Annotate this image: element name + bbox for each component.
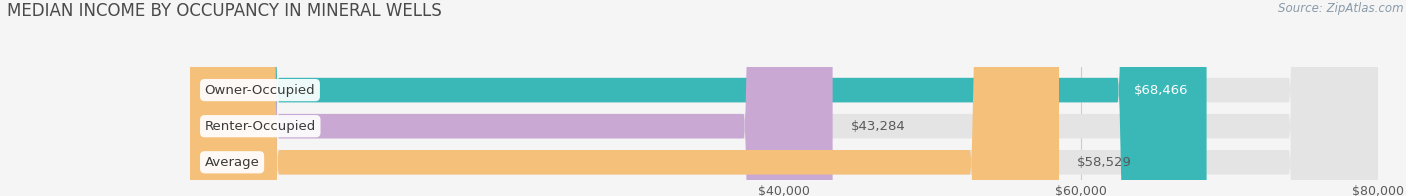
- Text: Source: ZipAtlas.com: Source: ZipAtlas.com: [1278, 2, 1403, 15]
- Text: Renter-Occupied: Renter-Occupied: [205, 120, 316, 133]
- Text: Average: Average: [205, 156, 260, 169]
- Text: Owner-Occupied: Owner-Occupied: [205, 84, 315, 97]
- Text: $43,284: $43,284: [851, 120, 905, 133]
- FancyBboxPatch shape: [190, 0, 1378, 196]
- FancyBboxPatch shape: [190, 0, 1378, 196]
- Text: MEDIAN INCOME BY OCCUPANCY IN MINERAL WELLS: MEDIAN INCOME BY OCCUPANCY IN MINERAL WE…: [7, 2, 441, 20]
- Text: $68,466: $68,466: [1135, 84, 1188, 97]
- Text: $58,529: $58,529: [1077, 156, 1132, 169]
- FancyBboxPatch shape: [190, 0, 1378, 196]
- FancyBboxPatch shape: [190, 0, 1059, 196]
- FancyBboxPatch shape: [190, 0, 1206, 196]
- FancyBboxPatch shape: [190, 0, 832, 196]
